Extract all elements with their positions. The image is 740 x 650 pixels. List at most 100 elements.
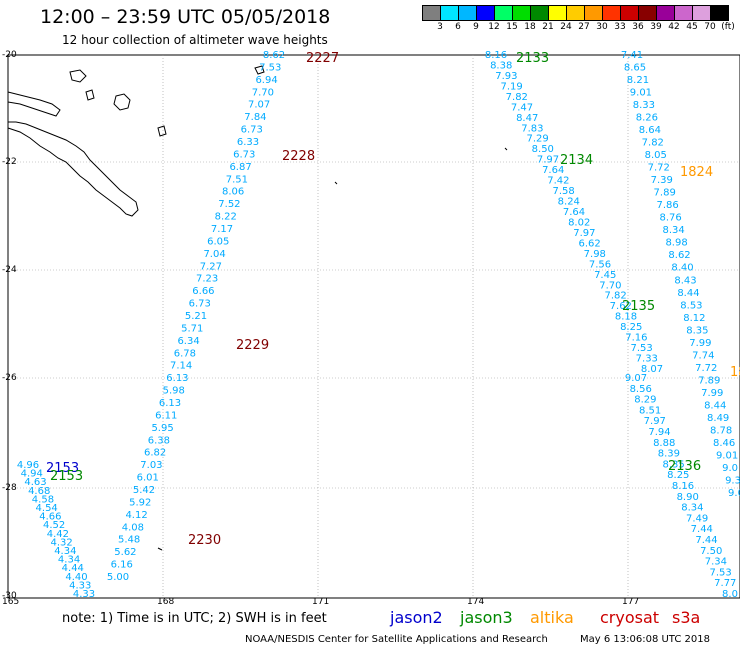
wave-height-value: 4.96 [17,460,39,471]
wave-height-value: 8.12 [683,313,705,324]
wave-height-value: 8.49 [707,413,729,424]
wave-height-value: 7.27 [200,261,222,272]
wave-height-value: 9.07 [625,373,647,384]
loyalty-islands [69,69,167,137]
wave-height-value: 4.44 [62,563,84,574]
wave-height-value: 7.94 [648,427,670,438]
units-note: note: 1) Time is in UTC; 2) SWH is in fe… [62,611,327,626]
wave-height-value: 9.3 [725,475,740,486]
color-scale-label: 24 [560,22,572,32]
wave-height-value: 8.43 [674,275,696,286]
wave-height-value: 5.48 [118,535,140,546]
wave-height-value: 7.49 [686,513,708,524]
pass-labels: 2227 2228 2229 2230 2133 2134 2135 2136 21532153… [46,51,740,548]
wave-height-value: 8.34 [662,225,684,236]
wave-height-value: 8.16 [672,481,694,492]
wave-height-value: 8.62 [263,50,285,61]
color-scale-label: 12 [488,22,500,32]
wave-height-value: 6.73 [241,125,263,136]
lat-label: -30 [2,591,17,601]
color-scale-label: 6 [455,22,461,32]
wave-height-value: 4.68 [28,486,50,497]
wave-height-value: 8.25 [667,470,689,481]
wave-height-value: 4.33 [69,580,91,591]
wave-height-value: 7.51 [226,174,248,185]
wave-height-value: 4.58 [32,494,54,505]
wave-height-value: 8.65 [624,63,646,74]
wave-height-value: 7.62 [610,301,632,312]
wave-height-value: 4.66 [39,512,61,523]
wave-height-value: 7.56 [589,259,611,270]
wave-height-value: 6.16 [111,560,133,571]
satellite-legend-item: cryosat [600,608,660,627]
wave-height-value: 8.44 [704,400,726,411]
satellite-legend-item: altika [530,608,574,627]
wave-height-value: 7.97 [537,155,559,166]
wave-height-value: 4.32 [50,537,72,548]
pass-number-label: 2135 [622,299,655,314]
wave-height-value: 7.45 [594,270,616,281]
generated-timestamp: May 6 13:06:08 UTC 2018 [580,634,710,645]
wave-height-value: 8.21 [627,75,649,86]
wave-height-value: 7.39 [651,175,673,186]
wave-height-value: 7.64 [563,207,585,218]
color-scale-label: 21 [542,22,554,32]
wave-height-value: 9.01 [630,88,652,99]
wave-height-value: 8.98 [665,238,687,249]
wave-height-value: 5.42 [133,485,155,496]
wave-height-value: 6.82 [144,448,166,459]
wave-height-value: 6.01 [137,473,159,484]
wave-height-value: 8.05 [645,150,667,161]
wave-height-value: 7.72 [648,163,670,174]
pass-number-label: 1824 [680,165,713,180]
wave-height-value: 7.99 [701,388,723,399]
wave-height-value: 7.03 [140,460,162,471]
lat-label: -22 [2,157,17,167]
wave-height-value: 7.47 [511,102,533,113]
wave-height-value: 7.86 [657,200,679,211]
wave-height-value: 8.0 [722,589,738,600]
lat-label: -28 [2,483,17,493]
pass-number-label: 2230 [188,533,221,548]
color-scale-label: 70 [704,22,716,32]
wave-height-value: 5.21 [185,311,207,322]
lon-label: 165 [2,597,19,605]
wave-height-value: 6.05 [207,236,229,247]
island-dots [157,65,508,551]
wave-height-value: 7.17 [211,224,233,235]
wave-height-value: 8.51 [639,405,661,416]
wave-height-value: 8.90 [677,492,699,503]
lon-label: 177 [622,597,639,605]
color-scale-label: 9 [473,22,479,32]
wave-height-value: 4.40 [65,572,87,583]
color-scale-label: 33 [614,22,626,32]
wave-height-value: 7.93 [495,71,517,82]
wave-height-value: 7.64 [542,165,564,176]
wave-height-value: 6.66 [192,286,214,297]
wave-height-value: 8.34 [681,503,703,514]
wave-height-value: 6.73 [189,299,211,310]
wave-height-value: 7.04 [203,249,225,260]
lat-label: -20 [2,50,17,60]
wave-height-value: 7.52 [218,199,240,210]
pass-number-label: 2228 [282,149,315,164]
wave-height-value: 6.11 [155,410,177,421]
satellite-legend-item: jason3 [460,608,513,627]
wave-height-value: 7.14 [170,361,192,372]
color-scale-label: 30 [596,22,608,32]
wave-height-value: 8.40 [671,263,693,274]
wave-height-value: 7.70 [252,87,274,98]
lat-label: -26 [2,373,17,383]
wave-height-value: 8.07 [641,364,663,375]
wave-height-value: 7.82 [642,138,664,149]
vanuatu-coastline [7,91,61,117]
wave-height-value: 4.52 [43,520,65,531]
wave-height-value: 7.44 [695,535,717,546]
satellite-legend-item: s3a [672,608,701,627]
wave-height-value: 4.94 [21,469,43,480]
wave-height-value: 7.74 [692,350,714,361]
color-swatch [710,5,729,21]
wave-height-value: 8.47 [516,113,538,124]
wave-height-value: 7.23 [196,274,218,285]
pass-number-label: 18 [730,365,740,380]
